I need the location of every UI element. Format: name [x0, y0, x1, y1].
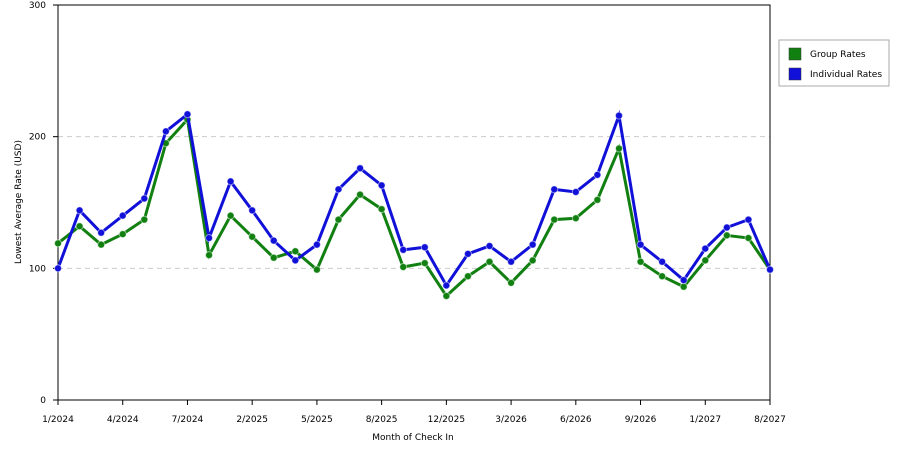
data-point	[701, 244, 710, 253]
data-point	[356, 164, 365, 173]
data-point	[442, 281, 451, 290]
x-tick-label: 8/2027	[754, 415, 786, 425]
data-point	[442, 291, 451, 300]
data-point	[463, 249, 472, 258]
x-axis-label: Month of Check In	[372, 433, 454, 443]
data-point	[205, 234, 214, 243]
data-point	[334, 185, 343, 194]
data-point	[485, 257, 494, 266]
data-point	[571, 187, 580, 196]
data-point	[399, 263, 408, 272]
data-point	[593, 170, 602, 179]
legend-swatch	[788, 67, 802, 81]
y-tick-label: 100	[29, 264, 46, 274]
y-tick-label: 200	[29, 133, 46, 143]
legend-label: Individual Rates	[810, 70, 882, 80]
data-point	[226, 211, 235, 220]
data-point	[507, 278, 516, 287]
data-point	[507, 257, 516, 266]
data-point	[636, 257, 645, 266]
plot-frame	[57, 4, 771, 401]
data-point	[679, 282, 688, 291]
data-point	[399, 245, 408, 254]
data-point	[291, 256, 300, 265]
data-point	[722, 223, 731, 232]
data-point	[658, 257, 667, 266]
x-tick-label: 4/2024	[107, 415, 139, 425]
data-point	[291, 247, 300, 256]
data-point	[269, 253, 278, 262]
data-point	[75, 206, 84, 215]
data-point	[550, 215, 559, 224]
data-point	[377, 181, 386, 190]
series-line	[57, 116, 772, 299]
data-point	[140, 215, 149, 224]
data-point	[248, 206, 257, 215]
data-point	[118, 211, 127, 220]
data-point	[744, 215, 753, 224]
data-point	[205, 251, 214, 260]
y-axis-label: Lowest Average Rate (USD)	[14, 140, 24, 264]
x-tick-label: 6/2026	[560, 415, 592, 425]
data-point	[658, 272, 667, 281]
data-point	[550, 185, 559, 194]
data-point	[312, 240, 321, 249]
x-tick-label: 1/2027	[689, 415, 721, 425]
data-point	[571, 214, 580, 223]
data-point	[248, 232, 257, 241]
x-tick-label: 12/2025	[428, 415, 465, 425]
legend-label: Group Rates	[810, 50, 866, 60]
data-point	[744, 234, 753, 243]
data-point	[701, 256, 710, 265]
data-point	[636, 240, 645, 249]
series-line	[56, 109, 772, 289]
y-tick-label: 300	[29, 1, 46, 11]
data-point	[226, 177, 235, 186]
x-tick-label: 7/2024	[172, 415, 204, 425]
data-point	[614, 144, 623, 153]
x-tick-label: 9/2026	[625, 415, 657, 425]
data-point	[356, 190, 365, 199]
data-point	[463, 272, 472, 281]
data-point	[269, 236, 278, 245]
x-tick-label: 3/2026	[495, 415, 527, 425]
data-point	[54, 239, 62, 248]
data-point	[528, 240, 537, 249]
data-point	[97, 228, 106, 237]
x-tick-label: 2/2025	[236, 415, 268, 425]
data-point	[54, 264, 62, 273]
data-point	[485, 241, 494, 250]
data-point	[312, 265, 321, 274]
y-tick-label: 0	[40, 396, 46, 406]
data-point	[722, 231, 731, 240]
data-point	[377, 205, 386, 214]
data-point	[614, 111, 623, 120]
data-point	[140, 194, 149, 203]
legend-swatch	[788, 47, 802, 61]
data-point	[334, 215, 343, 224]
data-point	[75, 222, 84, 231]
data-point	[766, 265, 774, 274]
data-point	[161, 127, 170, 136]
data-point	[528, 256, 537, 265]
data-point	[97, 240, 106, 249]
data-point	[183, 110, 192, 119]
data-point	[593, 195, 602, 204]
x-tick-label: 5/2025	[301, 415, 333, 425]
data-point	[420, 259, 429, 268]
x-tick-label: 1/2024	[42, 415, 74, 425]
x-tick-label: 8/2025	[366, 415, 398, 425]
data-point	[679, 276, 688, 285]
data-point	[118, 230, 127, 239]
data-point	[420, 243, 429, 252]
